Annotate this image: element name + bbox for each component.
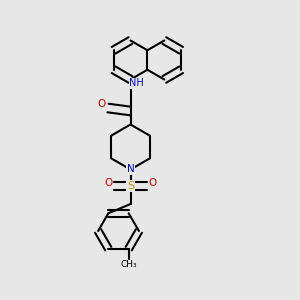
Text: S: S [127,181,134,191]
Text: CH₃: CH₃ [120,260,137,269]
Text: O: O [148,178,157,188]
Text: O: O [104,178,113,188]
Text: N: N [127,164,134,175]
Text: NH: NH [129,78,144,88]
Text: O: O [98,99,106,110]
